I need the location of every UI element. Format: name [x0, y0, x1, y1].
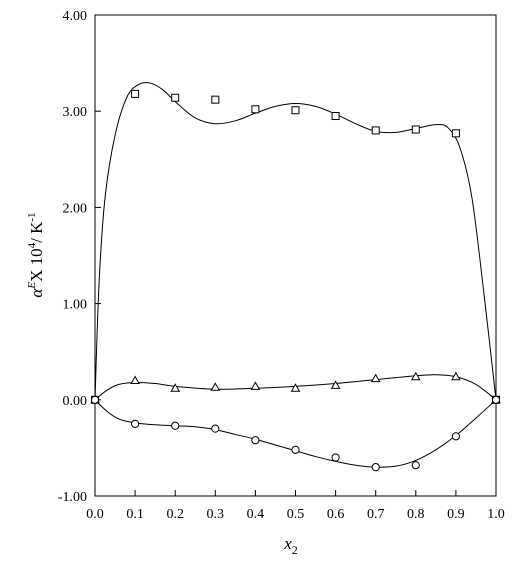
- y-tick-label: 2.00: [63, 201, 88, 216]
- circle-marker: [211, 424, 220, 433]
- square-marker: [331, 112, 340, 121]
- square-marker: [291, 106, 300, 115]
- y-tick-label: 0.00: [63, 394, 88, 409]
- triangle-marker: [210, 382, 221, 391]
- x-axis-title-base: x: [283, 534, 292, 553]
- triangle-fit-curve: [94, 374, 497, 401]
- y-tick-labels: -1.00 0.00 1.00 2.00 3.00 4.00: [58, 9, 87, 505]
- x-tick-label: 0.3: [207, 507, 225, 522]
- circle-marker: [251, 436, 260, 445]
- x-tick-labels: 0.0 0.1 0.2 0.3 0.4 0.5 0.6 0.7 0.8 0.9 1.0: [86, 507, 505, 522]
- triangle-marker: [330, 380, 341, 389]
- x-tick-label: 0.0: [86, 507, 104, 522]
- x-tick-label: 0.6: [327, 507, 345, 522]
- square-marker: [131, 89, 140, 98]
- triangle-marker: [451, 371, 461, 381]
- square-fit-curve: [94, 82, 497, 400]
- x-tick-label: 0.7: [367, 507, 385, 522]
- triangle-marker: [410, 371, 421, 381]
- data-markers: [90, 89, 501, 472]
- x-axis-title: x2: [283, 534, 298, 557]
- square-marker: [251, 105, 260, 114]
- y-axis-title-sup: E: [26, 282, 38, 290]
- axis-ticks: [94, 14, 497, 497]
- x-tick-label: 0.9: [447, 507, 465, 522]
- square-marker: [451, 129, 460, 138]
- triangle-marker: [290, 383, 301, 392]
- y-axis-title-alpha: α: [27, 288, 46, 298]
- x-tick-label: 0.1: [126, 507, 144, 522]
- y-tick-label: 3.00: [63, 105, 88, 120]
- triangle-marker: [130, 375, 140, 385]
- y-tick-label: 1.00: [63, 298, 88, 313]
- circle-marker: [171, 421, 180, 430]
- circle-fit-curve: [94, 399, 497, 468]
- x-tick-label: 0.2: [166, 507, 184, 522]
- y-tick-label: -1.00: [58, 490, 87, 505]
- circle-marker: [371, 463, 380, 472]
- circle-marker: [451, 432, 460, 441]
- y-axis-title-mid: X 10: [27, 248, 46, 282]
- x-tick-label: 0.5: [287, 507, 305, 522]
- triangle-marker: [370, 373, 381, 383]
- circle-marker: [90, 395, 100, 404]
- y-axis-title-exp: 4: [26, 242, 38, 248]
- square-marker: [371, 126, 380, 135]
- square-marker: [211, 95, 220, 104]
- x-tick-label: 0.8: [407, 507, 425, 522]
- y-axis-title-unit: / K: [27, 221, 46, 243]
- circle-marker: [131, 419, 140, 428]
- plot-frame: [94, 14, 497, 497]
- x-tick-label: 1.0: [487, 507, 505, 522]
- square-marker: [171, 93, 180, 102]
- y-axis-title-unitexp: -1: [26, 212, 38, 221]
- triangle-marker: [170, 383, 181, 392]
- y-axis-title: αEX 104/ K-1: [26, 212, 46, 297]
- fit-curves: [94, 82, 497, 468]
- circle-marker: [291, 445, 300, 454]
- square-marker: [411, 125, 420, 134]
- circle-marker: [411, 461, 420, 470]
- x-axis-title-sub: 2: [292, 543, 298, 557]
- x-tick-label: 0.4: [247, 507, 265, 522]
- circle-marker: [491, 395, 501, 404]
- triangle-marker: [250, 381, 261, 390]
- circle-marker: [331, 453, 340, 462]
- y-tick-label: 4.00: [63, 9, 88, 24]
